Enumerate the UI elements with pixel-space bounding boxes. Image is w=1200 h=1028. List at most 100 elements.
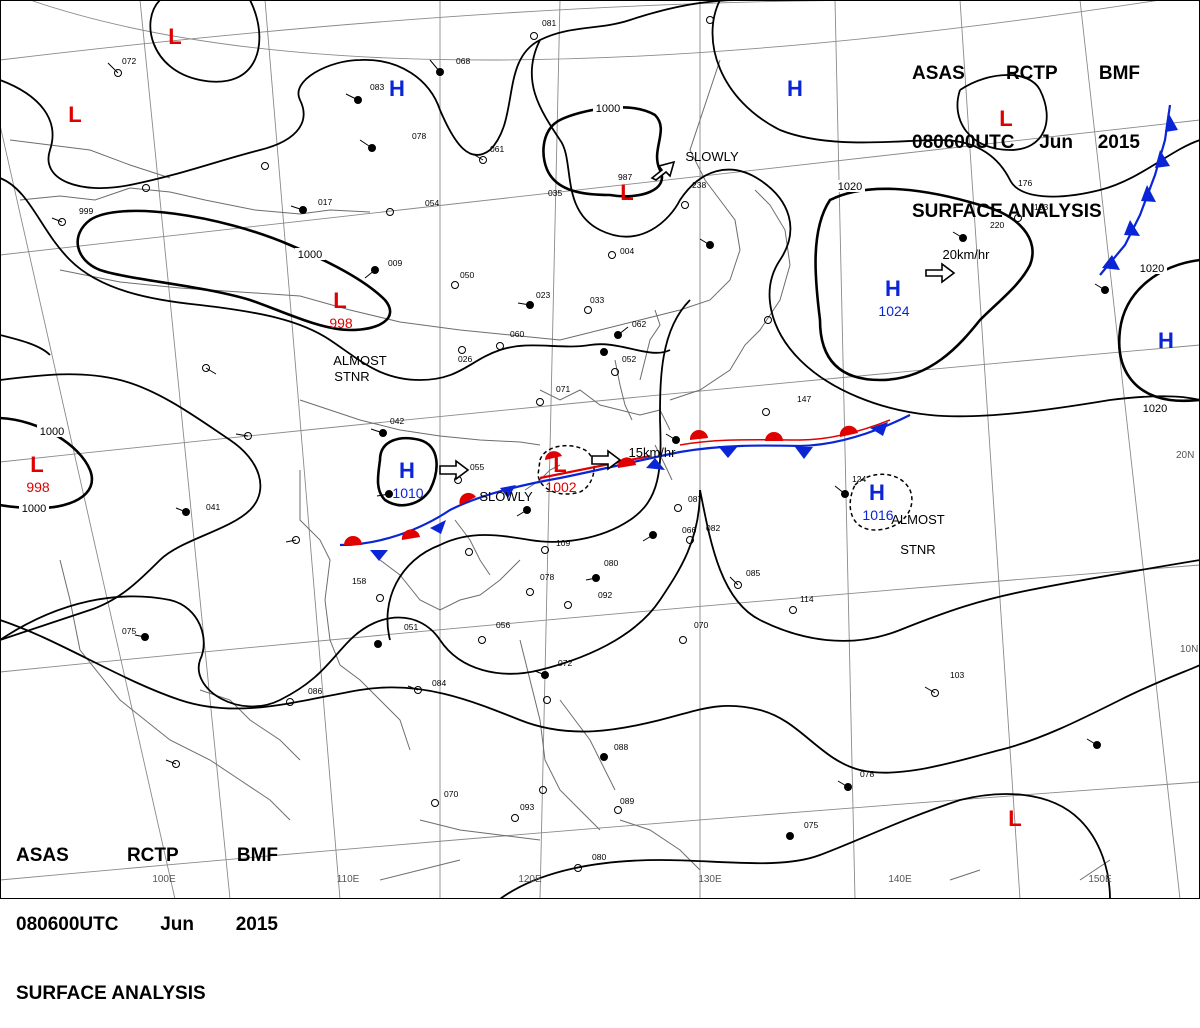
header-center: ASAS [912,63,965,84]
station-value-26: 109 [556,538,570,548]
header-datetime: 080600UTC [16,914,119,935]
station-value-35: 051 [404,622,418,632]
arrow-h5 [439,459,470,481]
fronts [339,104,1178,561]
high-center-h6: H [869,480,885,505]
annotation-0: ALMOST [333,353,387,368]
station-value-8: 238 [692,180,706,190]
isobar-label-2: 1000 [40,426,64,438]
lon-label-110e: 110E [337,874,360,885]
station-value-34: 158 [352,576,366,586]
station-value-2: 068 [456,56,470,66]
header-year: 2015 [235,914,278,935]
lon-label-140e: 140E [888,874,912,885]
low-center-l2: L [68,102,81,127]
station-value-17: 052 [622,354,636,364]
weather-map: 072 081 068 083 078 061 035 987 238 054 017 009 050 0… [0,0,1200,899]
high-center-h3: H [885,276,901,301]
station-value-50: 193 [1034,202,1048,212]
station-value-30: 085 [746,568,760,578]
station-values: 072 081 068 083 078 061 035 987 238 054 017 009 050 0… [79,18,1048,862]
station-value-16: 004 [620,246,634,256]
station-value-10: 017 [318,197,332,207]
low-center-l4: L [30,452,43,477]
annotation-2: ALMOST [891,512,945,527]
station-value-42: 089 [620,796,634,806]
station-value-15: 062 [632,319,646,329]
header-product: BMF [1098,63,1140,84]
station-value-54: 075 [122,626,136,636]
annotation-5: SLOWLY [479,489,533,504]
arrow-h3 [925,262,956,284]
station-value-1: 081 [542,18,556,28]
isobar-label-1: 1000 [596,103,620,115]
lat-label-20n: 20N [1176,450,1194,461]
station-dots [58,16,1109,872]
station-value-11: 009 [388,258,402,268]
station-value-48: 103 [950,670,964,680]
station-value-36: 056 [496,620,510,630]
low-center-l3: L [333,288,346,313]
pressure-value-l3: 998 [329,315,353,331]
pressure-value-l5: 1002 [545,479,576,495]
station-value-45: 078 [860,769,874,779]
station-value-3: 083 [370,82,384,92]
annotation-6: 15km/hr [629,445,677,460]
high-center-h1: H [389,76,405,101]
station-value-22: 055 [470,462,484,472]
high-center-h4: H [1158,328,1174,353]
header-year: 2015 [1097,132,1140,153]
coastlines [9,59,1111,881]
header-month: Jun [1039,132,1073,153]
pressure-value-l4: 998 [26,479,50,495]
high-center-h5: H [399,458,415,483]
station-value-38: 086 [308,686,322,696]
arrow-l-upper [650,160,676,181]
arrow-l5 [591,449,622,471]
station-value-33: 147 [797,394,811,404]
isobar-label-3: 1000 [22,503,46,515]
isobar-label-4: 1020 [838,181,862,193]
station-value-49: 176 [1018,178,1032,188]
low-center-l8: L [1008,806,1021,831]
lon-label-130e: 130E [698,874,722,885]
station-value-47: 080 [592,852,606,862]
station-value-52: 041 [206,502,220,512]
station-value-14: 033 [590,295,604,305]
header-month: Jun [160,914,194,935]
low-center-l6: L [620,180,633,205]
lon-label-150e: 150E [1088,874,1112,885]
station-value-53: 999 [79,206,93,216]
station-value-19: 026 [458,354,472,364]
annotation-1: STNR [334,369,369,384]
header-station: RCTP [1005,63,1058,84]
station-value-37: 084 [432,678,446,688]
station-value-24: 087 [688,494,702,504]
annotation-3: STNR [900,542,935,557]
isobars [0,0,1200,899]
station-value-7: 987 [618,172,632,182]
graticule [0,0,1200,899]
station-value-23: 066 [682,525,696,535]
lat-label-10n: 10N [1180,644,1198,655]
station-value-27: 078 [540,572,554,582]
station-value-6: 035 [548,188,562,198]
header-top-right: ASAS RCTP BMF 080600UTC Jun 2015 SURFACE… [912,16,1140,246]
pressure-value-h6: 1016 [862,507,893,523]
station-value-28: 092 [598,590,612,600]
station-value-39: 070 [694,620,708,630]
annotation-7: 20km/hr [943,247,991,262]
station-value-51: 220 [990,220,1004,230]
isobar-label-5: 1020 [1140,263,1164,275]
station-value-40: 070 [444,789,458,799]
isobar-label-0: 1000 [298,249,322,261]
isobar-label-6: 1020 [1143,403,1167,415]
header-title: SURFACE ANALYSIS [16,983,206,1004]
motion-arrows [439,160,956,481]
station-value-4: 078 [412,131,426,141]
station-value-43: 088 [614,742,628,752]
header-center: ASAS [16,845,69,866]
station-value-44: 072 [558,658,572,668]
pressure-value-h5: 1010 [392,485,423,501]
header-datetime: 080600UTC [912,132,1015,153]
